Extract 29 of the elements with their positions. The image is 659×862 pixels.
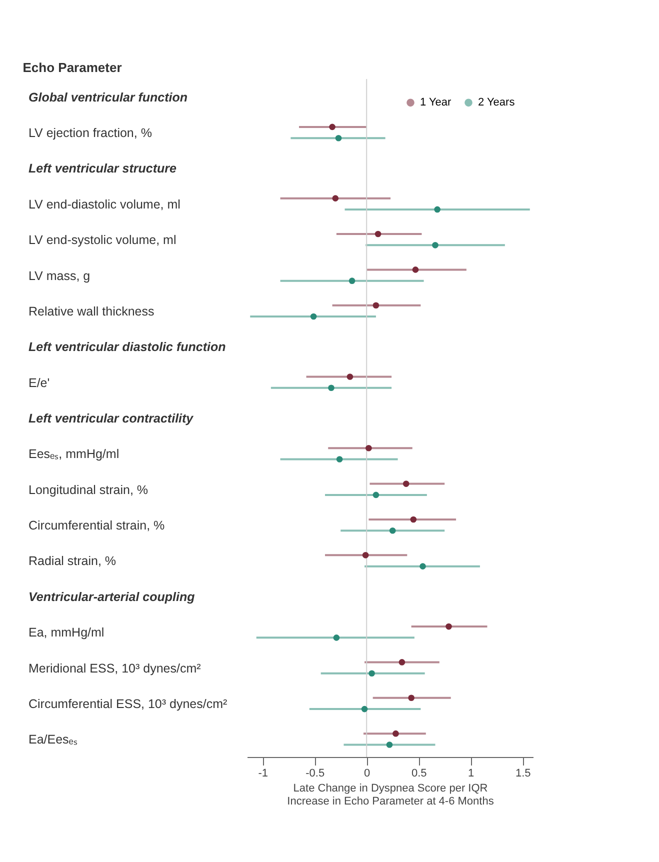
- y-tick-label: Left ventricular structure: [28, 162, 177, 176]
- y-tick-label: Radial strain, %: [28, 554, 116, 568]
- text: Echo Parameter: [22, 60, 122, 75]
- y-tick-label: Ea/Eesₑₛ: [28, 732, 78, 747]
- x-tick-label: 0.5: [411, 768, 427, 780]
- y-tick-label: Longitudinal strain, %: [28, 482, 148, 497]
- x-tick-label: 1.5: [515, 768, 531, 780]
- y-tick-label: Meridional ESS, 10³ dynes/cm²: [28, 661, 201, 676]
- y-tick-label: LV ejection fraction, %: [28, 126, 152, 140]
- y-tick-label: Ea, mmHg/ml: [28, 626, 104, 640]
- x-tick-label: -1: [258, 768, 268, 780]
- y-tick-label: LV end-systolic volume, ml: [28, 233, 176, 248]
- y-tick-label: LV end-diastolic volume, ml: [28, 197, 180, 212]
- y-tick-label: Relative wall thickness: [28, 304, 154, 318]
- legend-label: 1 Year: [420, 96, 452, 109]
- x-tick-label: 0: [364, 768, 370, 780]
- x-tick-label: 1: [468, 768, 474, 780]
- legend-label: 2 Years: [478, 96, 516, 109]
- y-tick-label: LV mass, g: [28, 268, 90, 283]
- x-axis-title: Late Change in Dyspnea Score per IQR Increase in Echo Parameter at 4-6 Months: [287, 782, 494, 808]
- y-tick-label: Left ventricular diastolic function: [28, 340, 226, 354]
- x-tick-label: -0.5: [306, 768, 325, 780]
- y-tick-label: Left ventricular contractility: [28, 412, 194, 426]
- y-tick-label: Eesₑₛ, mmHg/ml: [28, 447, 120, 462]
- y-tick-label: E/e': [28, 376, 50, 390]
- y-tick-label: Ventricular-arterial coupling: [28, 590, 196, 604]
- y-tick-label: Circumferential ESS, 10³ dynes/cm²: [28, 696, 228, 711]
- y-tick-label: Global ventricular function: [28, 90, 188, 104]
- y-tick-label: Circumferential strain, %: [28, 518, 165, 533]
